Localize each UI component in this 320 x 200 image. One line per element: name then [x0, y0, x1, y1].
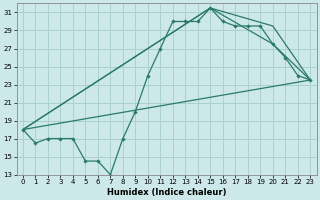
X-axis label: Humidex (Indice chaleur): Humidex (Indice chaleur): [107, 188, 226, 197]
